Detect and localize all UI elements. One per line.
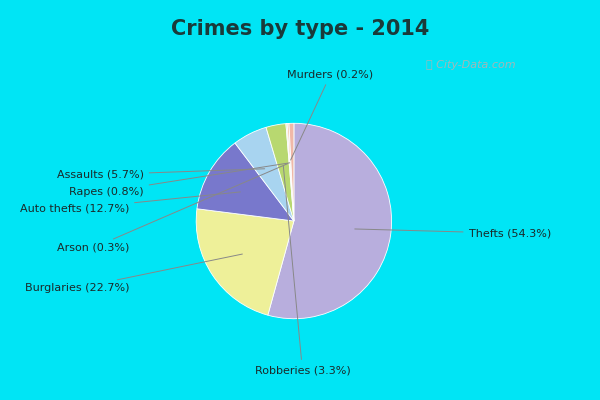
Text: Thefts (54.3%): Thefts (54.3%) bbox=[355, 228, 551, 238]
Wedge shape bbox=[235, 127, 294, 221]
Text: Murders (0.2%): Murders (0.2%) bbox=[287, 70, 374, 160]
Text: ⓘ City-Data.com: ⓘ City-Data.com bbox=[426, 60, 515, 70]
Wedge shape bbox=[287, 124, 294, 221]
Text: Auto thefts (12.7%): Auto thefts (12.7%) bbox=[20, 192, 241, 214]
Wedge shape bbox=[197, 143, 294, 221]
Text: Rapes (0.8%): Rapes (0.8%) bbox=[69, 163, 290, 197]
Wedge shape bbox=[196, 209, 294, 315]
Wedge shape bbox=[289, 123, 294, 221]
Wedge shape bbox=[286, 124, 294, 221]
Wedge shape bbox=[268, 123, 392, 319]
Wedge shape bbox=[266, 124, 294, 221]
Text: Crimes by type - 2014: Crimes by type - 2014 bbox=[171, 19, 429, 39]
Text: Robberies (3.3%): Robberies (3.3%) bbox=[254, 166, 350, 375]
Text: Burglaries (22.7%): Burglaries (22.7%) bbox=[25, 254, 242, 293]
Text: Arson (0.3%): Arson (0.3%) bbox=[56, 164, 288, 253]
Text: Assaults (5.7%): Assaults (5.7%) bbox=[56, 169, 265, 180]
